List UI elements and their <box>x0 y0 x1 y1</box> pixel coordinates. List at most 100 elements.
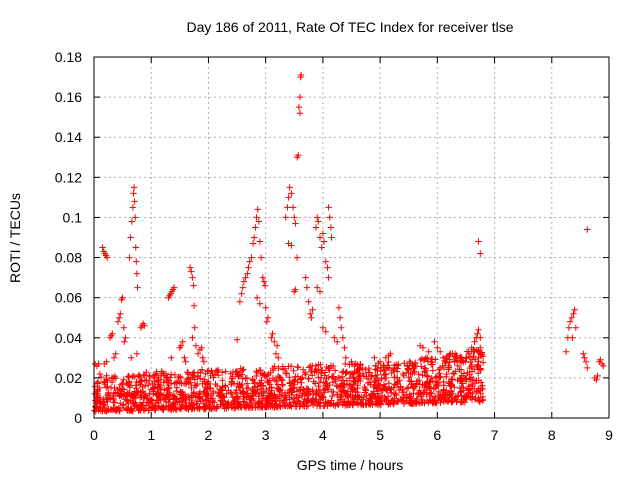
data-point <box>252 224 259 231</box>
data-point <box>155 381 163 388</box>
data-point <box>240 278 248 285</box>
y-tick-label: 0 <box>74 410 82 426</box>
data-point <box>443 373 450 380</box>
data-point <box>115 405 122 412</box>
data-point <box>580 350 587 357</box>
data-point <box>190 369 197 376</box>
data-point <box>463 355 470 362</box>
data-point <box>288 242 295 249</box>
data-point <box>260 278 268 285</box>
data-point <box>393 368 401 375</box>
data-point <box>201 388 208 395</box>
data-point <box>384 362 391 369</box>
data-point <box>336 374 343 382</box>
data-point <box>285 363 292 370</box>
data-point <box>454 362 461 369</box>
data-point <box>257 382 265 389</box>
data-point <box>271 400 278 408</box>
data-point <box>261 282 269 289</box>
data-point <box>185 375 192 382</box>
data-point <box>429 367 436 374</box>
data-point <box>363 392 370 399</box>
data-point <box>189 334 196 341</box>
data-point <box>423 391 430 398</box>
data-point <box>418 355 426 362</box>
data-point <box>268 334 275 341</box>
data-point <box>176 373 184 380</box>
x-tick-label: 7 <box>491 427 499 443</box>
data-point <box>133 270 141 277</box>
data-point <box>444 352 452 360</box>
data-point <box>164 373 171 381</box>
data-point <box>367 381 374 388</box>
data-point <box>120 376 127 383</box>
data-point <box>215 392 223 399</box>
data-point <box>201 378 208 385</box>
data-point <box>122 334 129 341</box>
data-point <box>337 393 345 400</box>
data-point <box>570 310 577 317</box>
data-point <box>96 404 104 411</box>
x-tick-label: 2 <box>205 427 213 443</box>
data-point <box>225 387 232 394</box>
data-point <box>95 360 102 368</box>
data-point <box>477 344 484 351</box>
data-point <box>323 375 330 383</box>
data-point <box>170 406 177 413</box>
data-point <box>378 392 386 399</box>
data-point <box>323 363 330 371</box>
data-point <box>187 379 194 386</box>
data-point <box>283 396 290 403</box>
data-point <box>210 387 217 395</box>
data-point <box>394 362 402 369</box>
data-point <box>408 378 415 385</box>
data-point <box>286 402 294 409</box>
y-tick-label: 0.02 <box>55 370 82 386</box>
data-point <box>356 394 363 401</box>
data-point <box>218 387 225 394</box>
data-point <box>255 393 262 400</box>
x-tick-label: 9 <box>605 427 613 443</box>
data-point <box>293 391 301 399</box>
data-point <box>321 382 329 390</box>
data-point <box>308 314 315 321</box>
data-point <box>471 338 478 345</box>
data-point <box>341 399 348 406</box>
data-point <box>356 364 364 372</box>
data-point <box>471 396 479 403</box>
data-point <box>473 377 480 384</box>
data-point <box>188 396 196 404</box>
data-point <box>179 388 186 396</box>
y-tick-label: 0.18 <box>55 49 82 65</box>
data-point <box>460 398 467 405</box>
data-point <box>258 402 265 410</box>
data-point <box>451 358 458 365</box>
data-point <box>422 381 429 388</box>
data-point <box>148 396 155 403</box>
data-point <box>425 399 432 406</box>
data-point <box>243 380 251 387</box>
data-point <box>442 397 449 404</box>
data-point <box>233 336 241 343</box>
data-point <box>189 392 197 399</box>
x-tick-label: 6 <box>433 427 441 443</box>
data-point <box>419 399 426 406</box>
data-point <box>170 394 178 401</box>
data-point <box>475 326 482 333</box>
data-point <box>394 374 401 382</box>
data-point <box>281 365 289 372</box>
data-point <box>584 226 591 233</box>
data-point <box>150 388 157 395</box>
data-point <box>236 298 244 305</box>
data-point <box>305 364 313 371</box>
x-tick-label: 1 <box>147 427 155 443</box>
data-point <box>304 392 312 399</box>
data-point <box>316 234 324 241</box>
data-point <box>357 377 364 385</box>
data-point <box>435 366 443 373</box>
data-point <box>424 373 431 380</box>
data-point <box>296 110 304 117</box>
x-tick-label: 0 <box>90 427 98 443</box>
data-point <box>132 214 139 221</box>
